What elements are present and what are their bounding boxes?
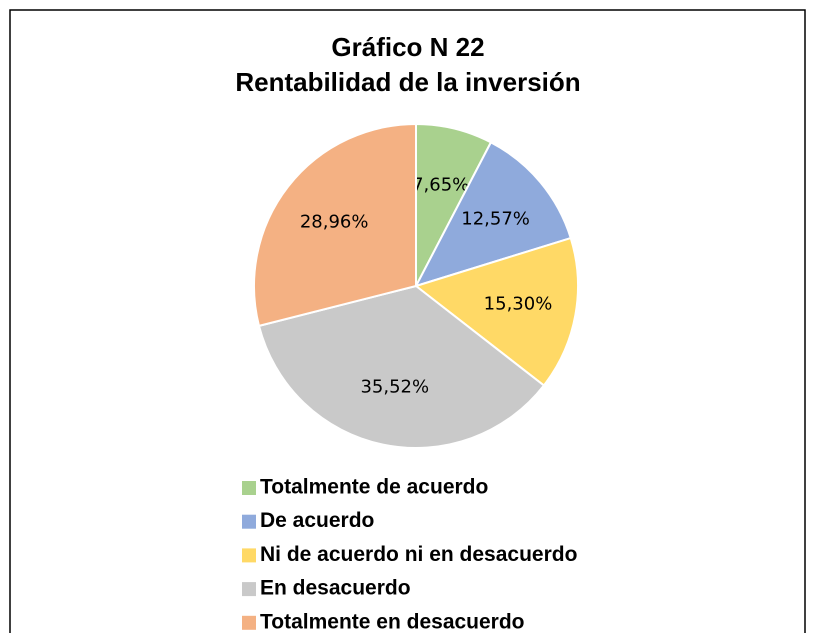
legend-label: Ni de acuerdo ni en desacuerdo — [260, 543, 577, 566]
legend-label: De acuerdo — [260, 509, 374, 532]
pie-slice — [414, 141, 572, 288]
data-label: 35,52% — [360, 376, 429, 397]
chart-subtitle: Rentabilidad de la inversión — [235, 67, 580, 97]
data-label: 28,96% — [300, 211, 369, 232]
pie-slice — [253, 122, 417, 328]
legend-swatch — [242, 514, 256, 529]
legend-swatch — [242, 548, 256, 563]
legend-label: Totalmente de acuerdo — [260, 476, 488, 499]
data-label: 12,57% — [461, 209, 530, 230]
legend-swatch — [242, 615, 256, 630]
pie-slice — [257, 284, 546, 449]
legend-label: En desacuerdo — [260, 577, 411, 600]
legend-swatch — [242, 582, 256, 597]
chart-title: Gráfico N 22 — [331, 32, 484, 62]
legend-swatch — [242, 481, 256, 495]
pie-slice — [413, 236, 579, 387]
data-label: 7,65% — [412, 174, 469, 195]
data-label: 15,30% — [484, 294, 553, 315]
legend-label: Totalmente en desacuerdo — [260, 610, 525, 633]
